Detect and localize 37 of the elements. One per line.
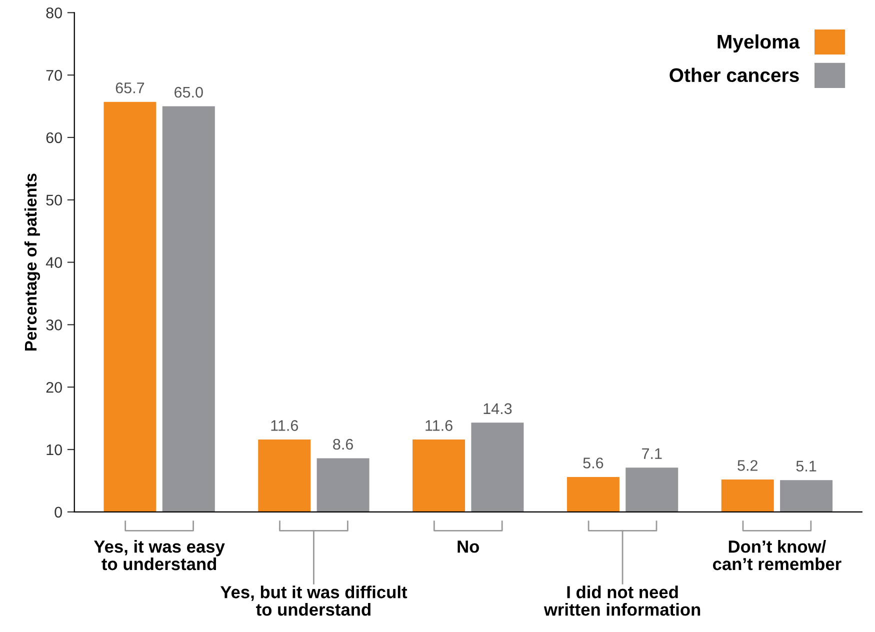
bar	[104, 102, 156, 512]
x-tick-label: No	[458, 540, 480, 553]
data-label: 5.1	[796, 460, 816, 472]
data-label: 65.7	[116, 82, 144, 94]
data-label: 5.2	[738, 460, 758, 471]
data-label: 5.6	[583, 458, 604, 468]
bar	[316, 458, 370, 512]
y-tick-label: 70	[46, 70, 62, 81]
bar	[780, 480, 833, 512]
y-tick-label: 30	[46, 320, 62, 330]
bar	[626, 468, 678, 512]
data-label: 8.6	[333, 438, 353, 450]
x-tick-label: Yes, it was easy to understand	[94, 540, 225, 570]
data-label: 11.6	[426, 420, 452, 431]
y-tick-label: 0	[54, 506, 62, 518]
bar	[566, 476, 620, 512]
y-tick-label: 80	[46, 8, 62, 18]
y-tick-label: 60	[46, 132, 62, 144]
x-tick-label: Don’t know/ can’t remember	[712, 540, 842, 570]
data-label: 7.1	[642, 448, 662, 459]
bar	[258, 440, 311, 512]
x-tick-label: I did not need written information	[544, 586, 700, 616]
y-tick-label: 10	[46, 444, 62, 456]
bar	[471, 422, 524, 512]
y-tick-label: 50	[46, 194, 62, 206]
data-label: 11.6	[271, 420, 298, 431]
data-label: 14.3	[484, 403, 512, 414]
bar	[162, 106, 215, 512]
y-tick-label: 40	[46, 257, 62, 268]
legend-label: Myeloma	[718, 34, 800, 52]
data-label: 65.0	[174, 86, 203, 98]
legend-label: Other cancers	[670, 68, 799, 82]
y-axis-title: Percentage of patients	[24, 174, 40, 351]
bar	[721, 479, 774, 512]
bar	[412, 440, 466, 512]
y-tick-label: 20	[46, 382, 62, 393]
x-tick-label: Yes, but it was difficult to understand	[220, 586, 408, 616]
